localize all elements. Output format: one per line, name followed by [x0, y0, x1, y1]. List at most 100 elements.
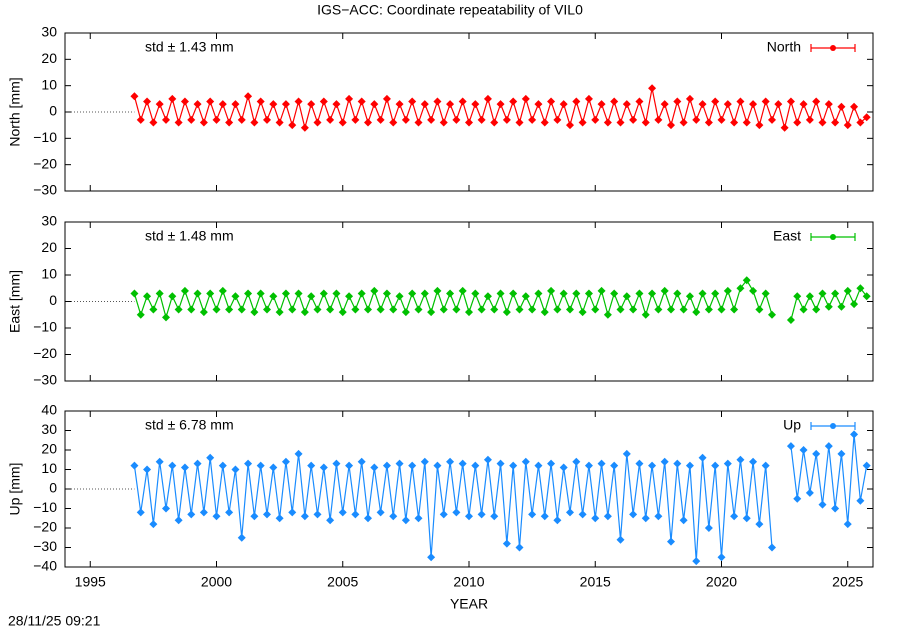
data-point — [199, 508, 208, 517]
data-point — [768, 115, 776, 124]
data-point — [534, 289, 543, 298]
data-point — [345, 94, 354, 103]
data-point — [635, 97, 644, 106]
data-point — [332, 289, 341, 298]
data-point — [742, 118, 751, 127]
data-point — [502, 115, 511, 124]
data-point — [338, 308, 347, 317]
data-point — [300, 308, 309, 317]
data-point — [553, 516, 562, 525]
data-point — [465, 512, 473, 521]
data-point — [307, 292, 316, 301]
data-point — [547, 459, 556, 468]
data-point — [622, 100, 631, 109]
data-point — [717, 115, 726, 124]
data-point — [187, 510, 196, 519]
data-point — [572, 289, 581, 298]
y-tick-label: −20 — [33, 345, 57, 361]
data-point — [648, 289, 657, 298]
data-point — [578, 118, 587, 127]
std-annotation: std ± 1.48 mm — [145, 228, 234, 244]
data-point — [427, 553, 436, 562]
data-point — [629, 305, 638, 314]
y-tick-label: −30 — [33, 372, 57, 388]
data-point — [162, 504, 170, 513]
data-point — [149, 520, 158, 529]
data-point — [357, 289, 366, 298]
data-point — [281, 457, 290, 466]
data-point — [395, 459, 404, 468]
data-point — [635, 289, 644, 298]
data-point — [692, 308, 701, 317]
plot-frame — [64, 410, 874, 568]
data-point — [351, 115, 360, 124]
data-point — [831, 504, 840, 513]
data-point — [723, 459, 732, 468]
data-point — [761, 461, 770, 470]
y-tick-label: −10 — [33, 499, 57, 515]
data-point — [168, 94, 177, 103]
data-point — [622, 292, 631, 301]
y-axis-label: Up [mm] — [7, 463, 23, 516]
data-point — [180, 97, 189, 106]
data-point — [610, 97, 619, 106]
data-point — [250, 308, 259, 317]
data-point — [155, 289, 164, 298]
y-tick-label: −10 — [33, 319, 57, 335]
data-point — [698, 289, 707, 298]
data-point — [174, 305, 183, 314]
y-tick-label: 30 — [41, 24, 57, 40]
data-point — [692, 557, 701, 566]
data-point — [667, 121, 675, 130]
data-point — [616, 118, 625, 127]
data-point — [313, 305, 322, 314]
y-tick-label: 40 — [41, 402, 57, 418]
data-point — [704, 118, 713, 127]
std-annotation: std ± 1.43 mm — [145, 39, 234, 55]
data-point — [559, 100, 568, 109]
data-point — [483, 94, 492, 103]
data-point — [521, 457, 530, 466]
data-point — [483, 292, 492, 301]
data-point — [370, 100, 379, 109]
data-point — [704, 305, 713, 314]
data-point — [685, 292, 694, 301]
data-point — [641, 310, 650, 319]
data-point — [768, 310, 776, 319]
data-point — [515, 118, 524, 127]
data-point — [288, 305, 297, 314]
data-point — [698, 453, 707, 462]
data-point — [199, 118, 208, 127]
data-point — [187, 305, 196, 314]
data-point — [319, 289, 328, 298]
data-point — [294, 449, 303, 458]
data-point — [433, 461, 442, 470]
data-point — [856, 496, 865, 505]
data-point — [831, 289, 840, 298]
y-tick-label: 10 — [41, 266, 57, 282]
data-point — [370, 463, 379, 472]
data-point — [414, 514, 423, 523]
data-point — [225, 118, 234, 127]
x-tick-label: 2005 — [327, 574, 358, 590]
y-tick-label: 10 — [41, 460, 57, 476]
data-point — [269, 292, 278, 301]
data-point — [237, 533, 246, 542]
data-point — [345, 461, 354, 470]
y-tick-label: 0 — [49, 480, 57, 496]
data-point — [345, 292, 354, 301]
data-point — [300, 512, 309, 521]
data-point — [389, 118, 398, 127]
y-tick-label: −30 — [33, 538, 57, 554]
data-point — [130, 289, 139, 298]
data-point — [502, 539, 511, 548]
data-point — [553, 305, 562, 314]
data-point — [704, 524, 713, 532]
data-point — [749, 286, 758, 295]
data-point — [755, 520, 764, 529]
data-point — [357, 97, 366, 106]
data-point — [509, 289, 518, 298]
data-point — [786, 97, 795, 106]
data-point — [395, 100, 404, 109]
legend-marker — [830, 45, 836, 51]
